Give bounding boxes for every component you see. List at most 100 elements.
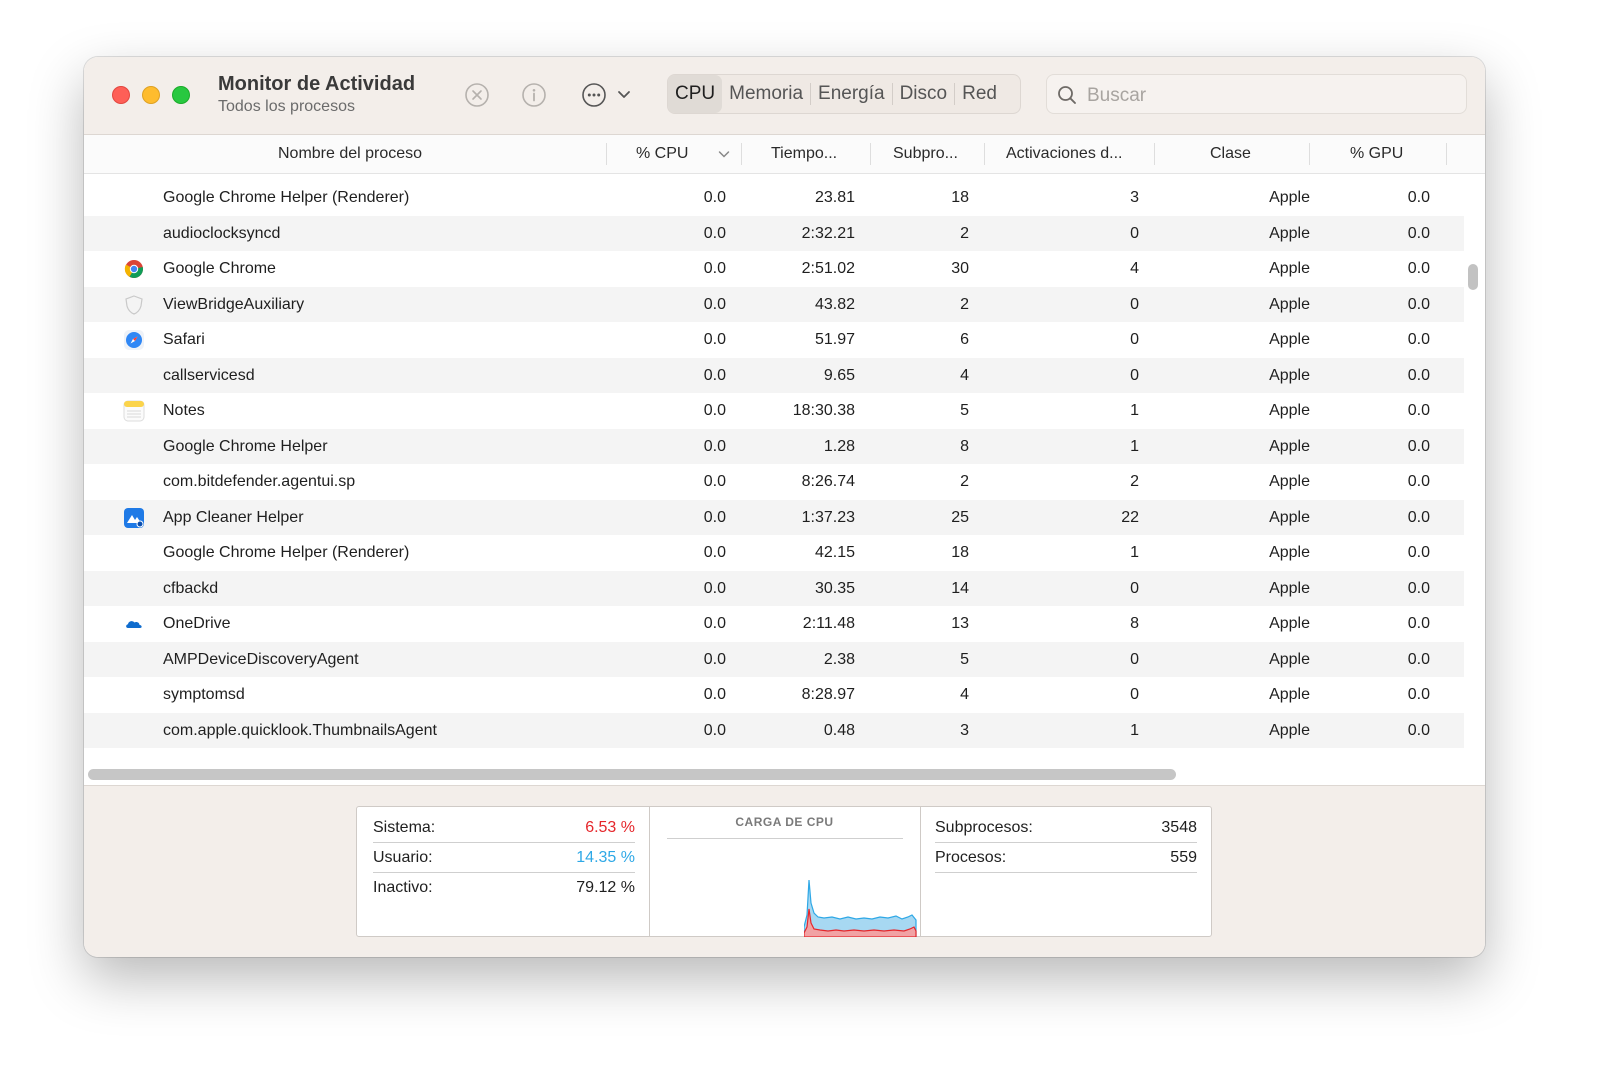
- threads: 25: [951, 508, 969, 526]
- tab-divider: [810, 83, 812, 105]
- column-divider: [606, 143, 607, 165]
- stats-box: Sistema: 6.53 % Usuario: 14.35 % Inactiv…: [356, 806, 1212, 937]
- tab-red[interactable]: Red: [962, 83, 997, 104]
- column-class[interactable]: Clase: [1210, 145, 1251, 162]
- tab-cpu[interactable]: CPU: [668, 75, 723, 113]
- stat-system-value: 6.53 %: [585, 819, 635, 836]
- column-threads[interactable]: Subpro...: [893, 145, 958, 162]
- stat-idle-value: 79.12 %: [576, 879, 635, 896]
- table-row[interactable]: Google Chrome 0.0 2:51.02 30 4 Apple 0.0: [84, 251, 1464, 287]
- stat-threads: Subprocesos: 3548: [935, 814, 1197, 843]
- table-row[interactable]: callservicesd 0.0 9.65 4 0 Apple 0.0: [84, 357, 1464, 393]
- gpu-percent: 0.0: [1407, 721, 1430, 739]
- cpu-time: 51.97: [814, 331, 855, 348]
- cpu-stats-panel: Sistema: 6.53 % Usuario: 14.35 % Inactiv…: [84, 785, 1485, 957]
- column-gpu[interactable]: % GPU: [1350, 145, 1404, 162]
- idle-wakeups: 0: [1130, 579, 1139, 597]
- process-name: com.apple.quicklook.ThumbnailsAgent: [163, 721, 437, 739]
- threads: 2: [960, 295, 969, 313]
- search-field[interactable]: [1046, 74, 1467, 114]
- column-idle-wakeups[interactable]: Activaciones d...: [1006, 145, 1123, 162]
- cpu-time: 8:26.74: [801, 473, 855, 490]
- process-name: symptomsd: [163, 686, 245, 703]
- stat-threads-label: Subprocesos:: [935, 819, 1033, 836]
- table-row[interactable]: OneDrive 0.0 2:11.48 13 8 Apple 0.0: [84, 606, 1464, 642]
- stop-process-icon: [465, 83, 489, 107]
- column-cpu[interactable]: % CPU: [636, 145, 689, 162]
- column-divider: [1154, 143, 1155, 165]
- table-row[interactable]: App Cleaner Helper 0.0 1:37.23 25 22 Apple 0.0: [84, 499, 1464, 535]
- process-class: Apple: [1269, 437, 1310, 455]
- cpu-percent: 0.0: [703, 331, 726, 348]
- process-class: Apple: [1269, 615, 1310, 632]
- app-cleaner-icon: [123, 507, 145, 529]
- process-class: Apple: [1269, 650, 1310, 668]
- tab-energia[interactable]: Energía: [818, 83, 885, 104]
- vertical-scrollbar[interactable]: [1468, 264, 1478, 290]
- process-list: Google Chrome Helper (Renderer) 0.0 23.81 1…: [84, 174, 1464, 764]
- table-row[interactable]: ViewBridgeAuxiliary 0.0 43.82 2 0 Apple 0.0: [84, 286, 1464, 322]
- idle-wakeups: 1: [1130, 402, 1139, 419]
- cpu-time: 1:37.23: [801, 508, 855, 526]
- gpu-percent: 0.0: [1407, 686, 1430, 703]
- gpu-percent: 0.0: [1407, 650, 1430, 668]
- table-row[interactable]: symptomsd 0.0 8:28.97 4 0 Apple 0.0: [84, 677, 1464, 713]
- table-row[interactable]: Safari 0.0 51.97 6 0 Apple 0.0: [84, 322, 1464, 358]
- idle-wakeups: 22: [1121, 508, 1139, 526]
- gpu-percent: 0.0: [1407, 508, 1430, 526]
- table-row[interactable]: Google Chrome Helper (Renderer) 0.0 23.81 1…: [84, 180, 1464, 216]
- process-name: audioclocksyncd: [163, 224, 281, 242]
- minimize-window-button[interactable]: [142, 86, 160, 104]
- gpu-percent: 0.0: [1407, 366, 1430, 384]
- stat-processes: Procesos: 559: [935, 844, 1197, 873]
- threads: 18: [951, 544, 969, 561]
- table-row[interactable]: com.apple.quicklook.ThumbnailsAgent 0.0 0.…: [84, 712, 1464, 748]
- column-process-name[interactable]: Nombre del proceso: [278, 145, 423, 162]
- process-class: Apple: [1269, 295, 1310, 313]
- process-name: com.bitdefender.agentui.sp: [163, 473, 356, 490]
- cpu-time: 1.28: [823, 437, 855, 455]
- column-cpu-time[interactable]: Tiempo...: [771, 145, 838, 162]
- table-row[interactable]: Google Chrome Helper (Renderer) 0.0 42.15 1…: [84, 535, 1464, 571]
- table-row[interactable]: Notes 0.0 18:30.38 5 1 Apple 0.0: [84, 393, 1464, 429]
- table-row[interactable]: audioclocksyncd 0.0 2:32.21 2 0 Apple 0.0: [84, 215, 1464, 251]
- threads: 14: [951, 579, 969, 597]
- process-class: Apple: [1269, 331, 1310, 348]
- table-row[interactable]: cfbackd 0.0 30.35 14 0 Apple 0.0: [84, 570, 1464, 606]
- table-row[interactable]: Google Chrome Helper 0.0 1.28 8 1 Apple 0.0: [84, 428, 1464, 464]
- gpu-percent: 0.0: [1407, 260, 1430, 277]
- process-class: Apple: [1269, 224, 1310, 242]
- more-actions-button[interactable]: [581, 82, 607, 113]
- threads: 5: [960, 650, 969, 668]
- cpu-time: 0.48: [823, 721, 855, 739]
- table-row[interactable]: AMPDeviceDiscoveryAgent 0.0 2.38 5 0 Apple 0.0: [84, 641, 1464, 677]
- search-input[interactable]: [1085, 81, 1459, 111]
- stat-processes-label: Procesos:: [935, 849, 1007, 866]
- shield-icon: [123, 294, 145, 316]
- tab-disco[interactable]: Disco: [899, 83, 948, 104]
- zoom-window-button[interactable]: [172, 86, 190, 104]
- process-class: Apple: [1269, 686, 1310, 703]
- column-divider: [870, 143, 871, 165]
- cpu-percent: 0.0: [703, 402, 726, 419]
- tab-memoria[interactable]: Memoria: [729, 83, 804, 104]
- threads: 30: [951, 260, 969, 277]
- horizontal-scrollbar[interactable]: [88, 769, 1176, 780]
- cpu-percent: 0.0: [703, 366, 726, 384]
- stats-divider: [649, 807, 650, 936]
- notes-icon: [123, 400, 145, 422]
- cpu-time: 2.38: [823, 650, 855, 668]
- threads: 13: [951, 615, 969, 632]
- more-actions-dropdown[interactable]: [617, 88, 631, 106]
- threads: 3: [960, 721, 969, 739]
- cpu-load-title: CARGA DE CPU: [735, 815, 834, 829]
- threads: 18: [951, 189, 969, 206]
- process-class: Apple: [1269, 721, 1310, 739]
- close-window-button[interactable]: [112, 86, 130, 104]
- threads: 2: [960, 224, 969, 242]
- cpu-percent: 0.0: [703, 295, 726, 313]
- stop-process-button[interactable]: [464, 82, 490, 113]
- process-class: Apple: [1269, 189, 1310, 206]
- info-button[interactable]: [521, 82, 547, 113]
- table-row[interactable]: com.bitdefender.agentui.sp 0.0 8:26.74 2 2 Ap…: [84, 464, 1464, 500]
